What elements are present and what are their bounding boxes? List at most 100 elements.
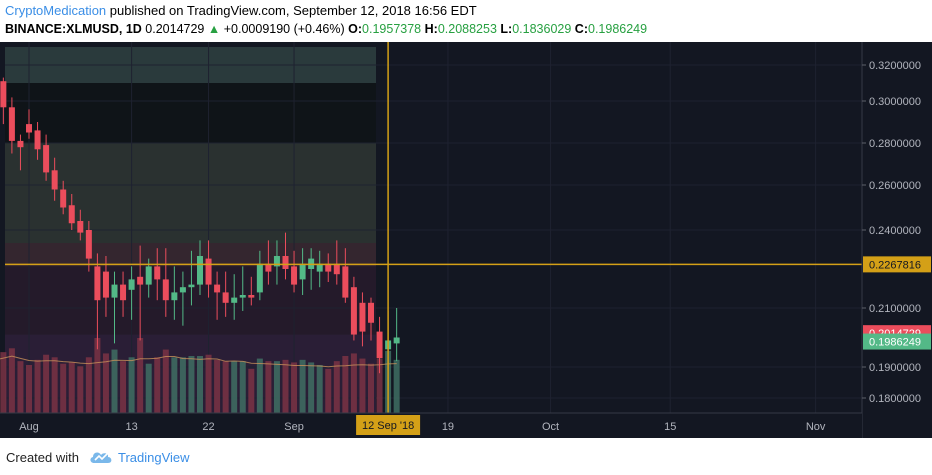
volume-bar [162,349,169,413]
candle-body [222,292,229,303]
volume-bar [179,357,186,413]
price-chart[interactable]: 0.3200000 0.3000000 0.2800000 0.2600000 0.24… [0,42,932,438]
volume-bar [94,338,101,413]
candle-body [111,284,118,298]
price-tick-label: 0.2400000 [869,225,921,237]
candle-body [120,284,127,301]
volume-bar [34,359,41,413]
low-label: L: [500,22,513,36]
volume-bar [171,357,178,413]
candle-body [333,263,340,275]
candlesticks [0,77,400,386]
ohlc-line: BINANCE:XLMUSD, 1D 0.2014729 ▲ +0.000919… [5,22,647,36]
volume-bar [393,359,400,413]
candle-body [137,276,144,285]
candle-body [256,263,263,293]
volume-bar [205,354,212,413]
volume-bar [137,338,144,413]
time-axis-background [0,413,862,438]
volume-bars [0,338,400,413]
candle-body [128,279,135,290]
tradingview-cloud-icon [90,452,112,463]
price-axis-background [862,42,932,438]
open-label: O: [348,22,363,36]
volume-bar [43,354,50,413]
volume-bar [128,357,135,413]
price-axis[interactable]: 0.3200000 0.3000000 0.2800000 0.2600000 0.24… [861,42,932,438]
price-zone [5,83,376,143]
tradingview-brand-link[interactable]: TradingView [118,450,190,465]
published-text: published on TradingView.com, September … [109,3,477,18]
volume-bar [316,365,323,413]
volume-bar [77,366,84,413]
candle-body [60,189,67,208]
candle-body [316,263,323,272]
volume-bar [342,356,349,413]
price-tick-label: 0.1800000 [869,393,921,405]
close-label: C: [574,22,588,36]
volume-bar [26,365,32,413]
volume-bar [0,352,7,413]
price-tick-label: 0.2600000 [869,180,921,192]
candle-body [102,271,109,298]
volume-bar [265,361,272,413]
price-tick-label: 0.2800000 [869,138,921,150]
time-tick-label: 15 [664,421,676,433]
high-label: H: [424,22,438,36]
candle-body [188,284,195,288]
price-label-badge [863,333,931,350]
price-tick-label: 0.3200000 [869,60,921,72]
crosshair-date-badge [356,415,421,435]
candle-body [197,256,203,285]
volume-bar [102,353,109,413]
candle-body [231,297,238,303]
time-axis[interactable]: Aug 13 22 Sep 19 Oct 15 Nov 12 Sep '18 [0,412,862,438]
candle-body [94,266,101,301]
volume-bar [359,358,366,413]
high-value: 0.2088253 [437,22,497,36]
volume-bar [214,359,221,413]
time-tick-label: Oct [542,421,559,433]
candle-body [154,266,161,280]
close-value: 0.1986249 [588,22,648,36]
volume-bar [376,358,383,413]
candle-body [162,279,169,301]
volume-bar [333,361,340,413]
candle-body [350,287,357,335]
price-tick-label: 0.3000000 [869,96,921,108]
volume-bar [222,361,229,413]
crosshair-price-badge [863,256,931,273]
volume-bar [197,356,203,413]
open-value: 0.1957378 [362,22,422,36]
candle-body [282,256,289,269]
author-link[interactable]: CryptoMedication [5,3,107,18]
time-tick-label: 19 [442,421,454,433]
symbol-label: BINANCE:XLMUSD, 1D [5,22,142,36]
candle-body [299,263,306,280]
volume-bar [120,361,127,413]
candle-body [77,221,84,233]
price-zone [5,243,376,267]
candle-body [26,124,32,133]
candle-body [359,302,366,332]
candle-body [68,205,75,224]
candle-body [393,337,400,344]
publish-line: CryptoMedication published on TradingVie… [5,3,477,18]
candle-body [239,295,246,298]
crosshair-price-text: 0.2267816 [869,259,921,271]
last-price: 0.2014729 [145,22,205,36]
change-arrow-icon: ▲ [207,22,221,36]
volume-bar [308,362,315,413]
candle-body [43,145,50,173]
volume-bar [51,357,58,413]
created-with-text: Created with [6,450,79,465]
candle-body [291,266,298,285]
volume-bar [256,358,263,413]
volume-bar [350,353,357,413]
volume-bar [282,359,289,413]
volume-bar [188,356,195,413]
volume-bar [248,368,255,413]
price-tick-label: 0.1900000 [869,362,921,374]
volume-moving-average-line [0,355,397,368]
volume-bar [154,357,161,413]
